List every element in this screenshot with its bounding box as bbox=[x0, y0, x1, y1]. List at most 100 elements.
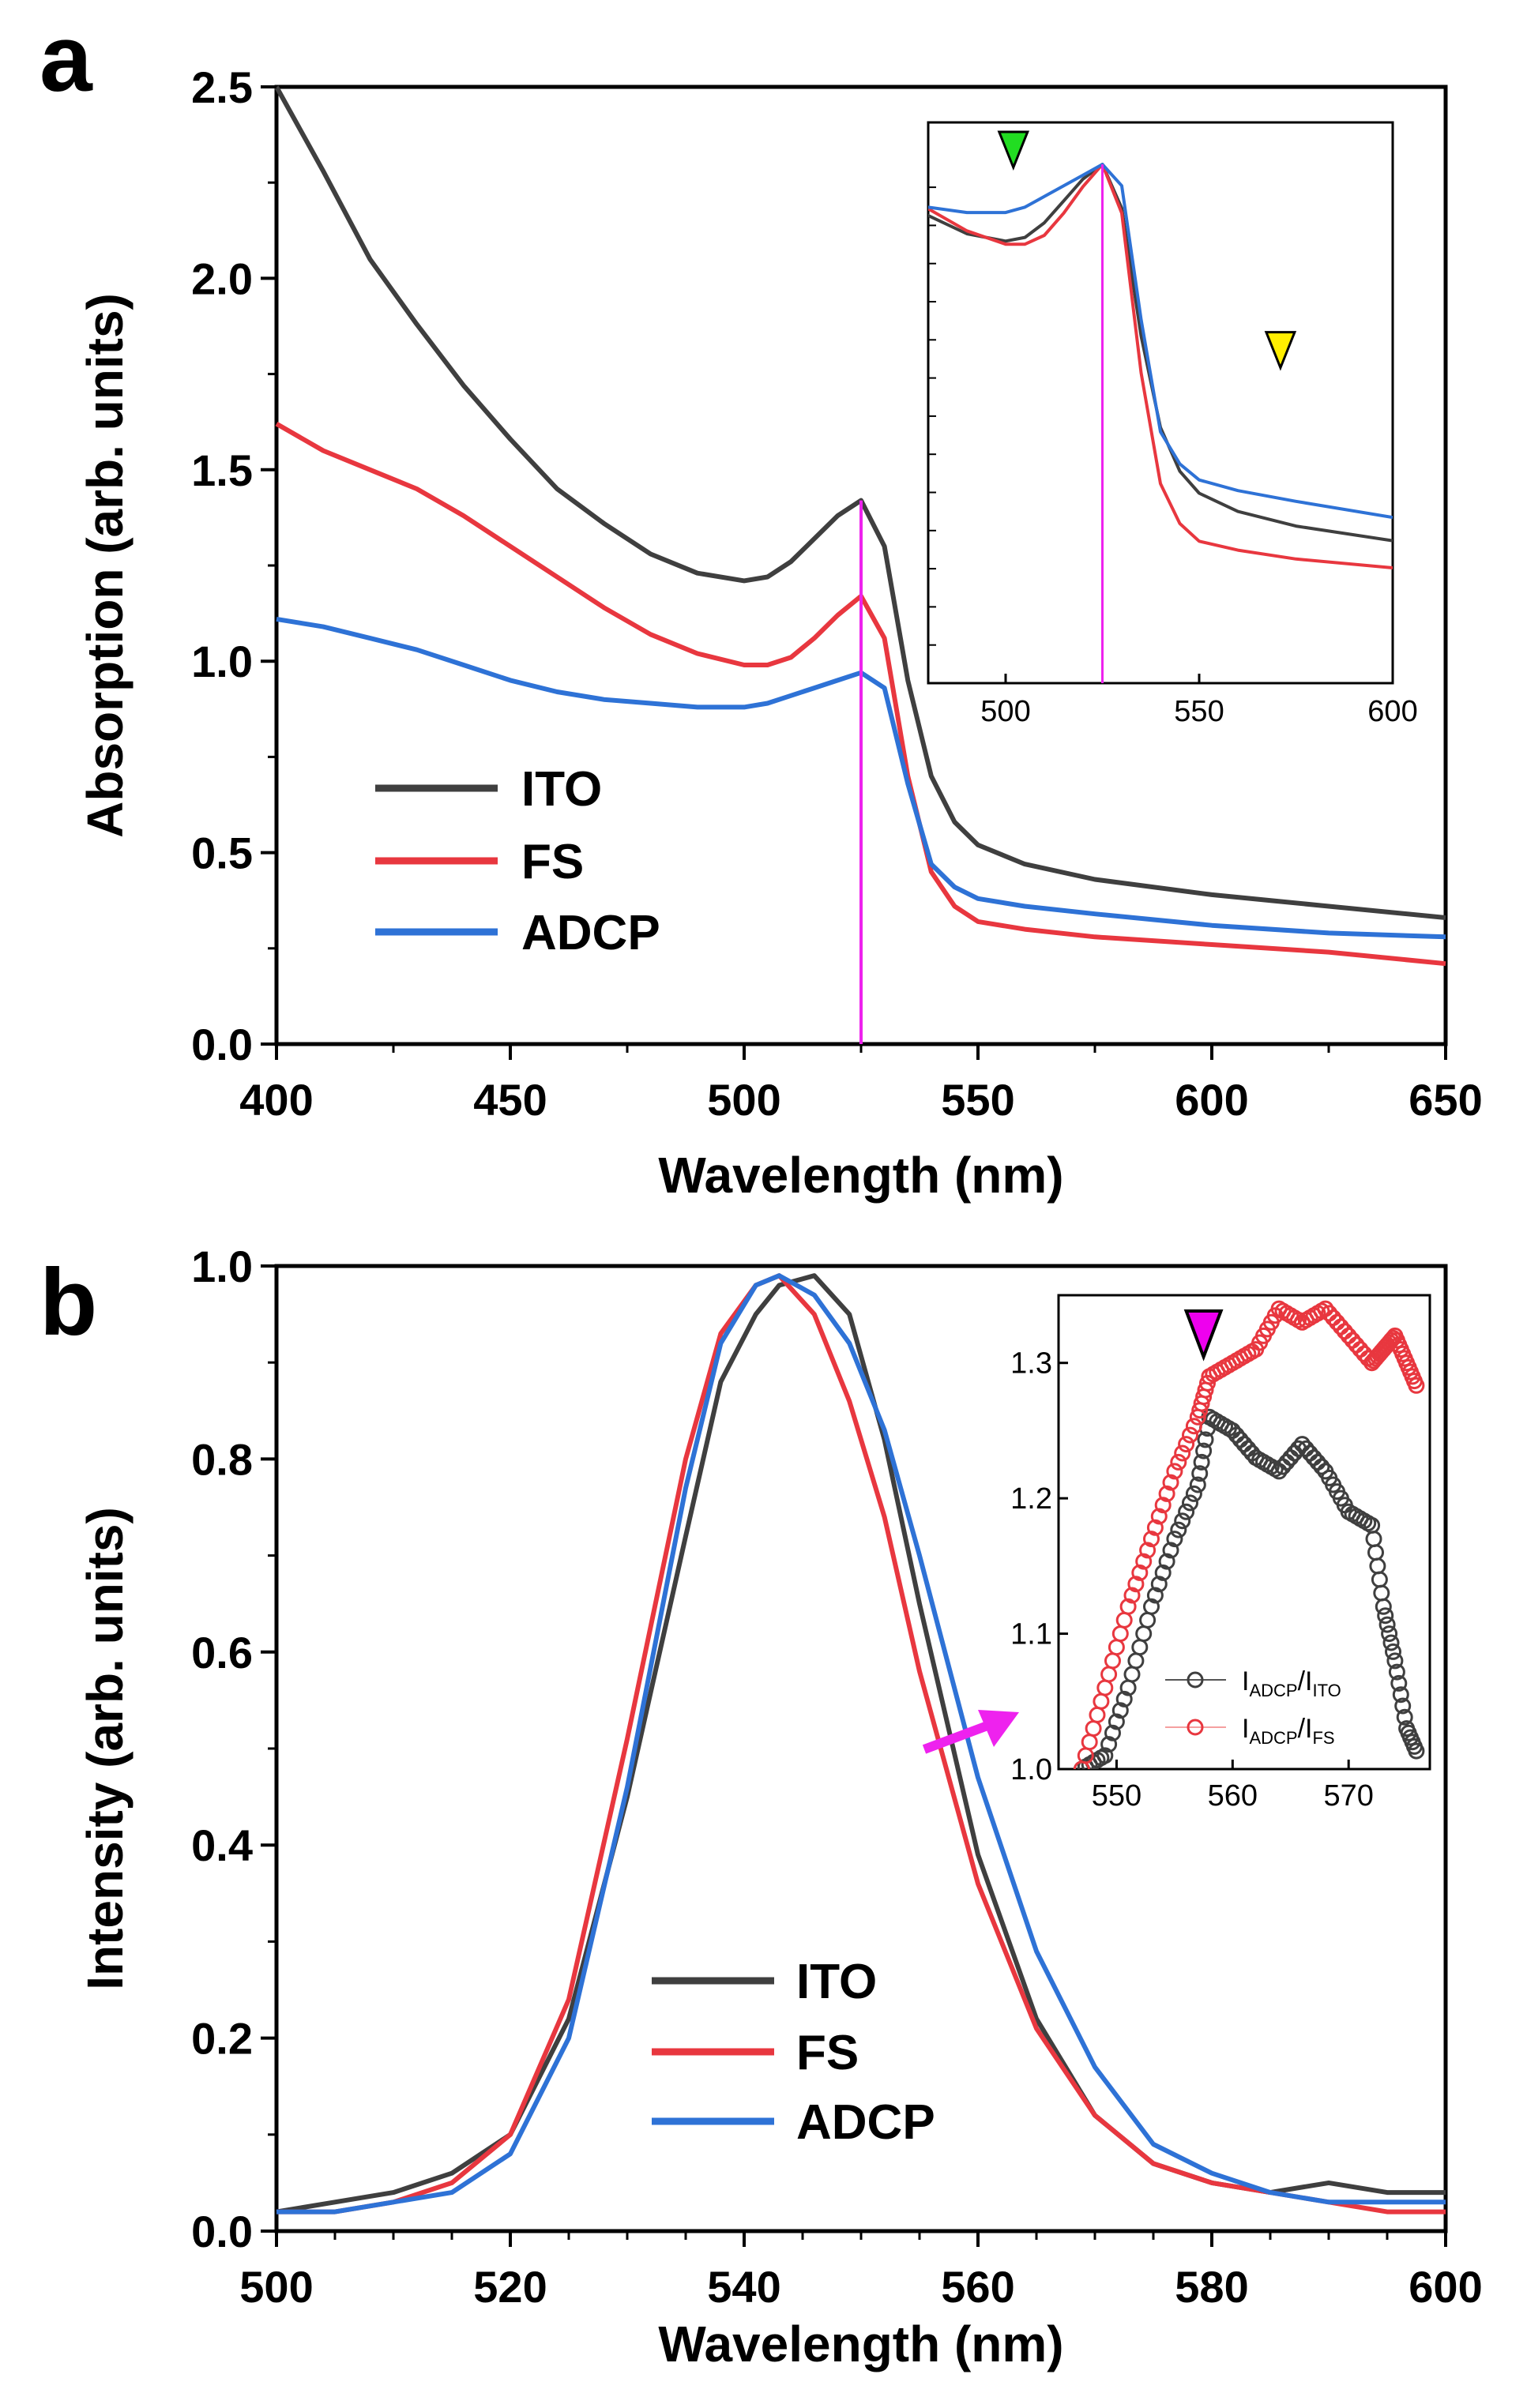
inset-data-point bbox=[1166, 1463, 1183, 1480]
inset-data-point bbox=[1131, 1564, 1149, 1581]
inset-data-point bbox=[1178, 1436, 1195, 1453]
x-tick-label: 580 bbox=[1175, 2262, 1248, 2312]
legend-label-fs: FS bbox=[796, 2026, 859, 2080]
panel-b-inset-plot bbox=[1073, 1300, 1425, 1769]
inset-data-point bbox=[1154, 1497, 1172, 1514]
panel-b-inset-y-ticks: 1.0 1.1 1.2 1.3 bbox=[1010, 1347, 1068, 1786]
x-tick-label: 450 bbox=[473, 1075, 547, 1125]
panel-b-inset: 550 560 570 1.0 1.1 1.2 1.3 IADCP/IITO IADCP/… bbox=[1010, 1294, 1431, 1813]
inset-data-point bbox=[1185, 1418, 1202, 1435]
y-tick-label: 2.0 bbox=[191, 254, 253, 303]
inset-x-tick-label: 500 bbox=[980, 695, 1030, 728]
panel-b-inset-x-ticks: 550 560 570 bbox=[1092, 1760, 1374, 1813]
y-tick-label: 1.5 bbox=[191, 445, 253, 495]
inset-data-point bbox=[1104, 1724, 1121, 1741]
legend-label-adcp: ADCP bbox=[796, 2095, 935, 2150]
inset-y-tick-label: 1.3 bbox=[1010, 1347, 1052, 1381]
inset-data-point bbox=[1195, 1442, 1213, 1459]
x-tick-label: 650 bbox=[1409, 1075, 1482, 1125]
inset-y-tick-label: 1.1 bbox=[1010, 1618, 1052, 1651]
inset-data-point bbox=[1394, 1697, 1412, 1715]
panel-b-letter: b bbox=[39, 1249, 97, 1355]
inset-data-point bbox=[1162, 1474, 1179, 1491]
y-tick-label: 0.8 bbox=[191, 1434, 253, 1484]
y-tick-label: 0.5 bbox=[191, 828, 253, 878]
panel-b-plot-area bbox=[276, 1273, 1446, 2215]
inset-data-point bbox=[1197, 1431, 1214, 1448]
x-tick-label: 560 bbox=[941, 2262, 1014, 2312]
inset-data-point bbox=[1381, 1625, 1398, 1643]
legend-label-fs: FS bbox=[521, 835, 584, 889]
inset-data-point bbox=[1191, 1465, 1209, 1482]
inset-data-point bbox=[1170, 1521, 1187, 1538]
panel-a-y-ticks: 0.0 0.5 1.0 1.5 2.0 2.5 bbox=[191, 62, 276, 1069]
panel-b-x-ticks: 500 520 540 560 580 600 bbox=[239, 2231, 1483, 2312]
y-tick-label: 0.2 bbox=[191, 2014, 253, 2064]
panel-a: a 400 450 500 550 600 650 0.00.51.01.52.02.5 … bbox=[39, 6, 1483, 1204]
inset-legend-label-fs: IADCP/IFS bbox=[1242, 1714, 1335, 1748]
series-line-fs bbox=[275, 421, 1446, 967]
inset-data-point bbox=[1382, 1634, 1400, 1651]
inset-data-point bbox=[1182, 1426, 1198, 1444]
y-tick-label: 0.0 bbox=[191, 2207, 253, 2256]
inset-data-point bbox=[1313, 1458, 1330, 1475]
panel-b-inset-marker bbox=[1183, 1309, 1224, 1362]
x-tick-label: 520 bbox=[473, 2262, 547, 2312]
x-tick-label: 540 bbox=[707, 2262, 780, 2312]
series-line-adcp bbox=[276, 616, 1446, 940]
legend-label-ito: ITO bbox=[796, 1955, 877, 2009]
inset-data-point bbox=[1096, 1747, 1114, 1764]
x-tick-label: 600 bbox=[1175, 1075, 1248, 1125]
y-tick-label: 2.5 bbox=[191, 62, 253, 112]
inset-marker-magenta-triangle bbox=[1183, 1309, 1224, 1362]
legend-label-adcp: ADCP bbox=[521, 906, 660, 960]
inset-data-point bbox=[1154, 1564, 1172, 1581]
inset-data-point bbox=[1162, 1542, 1179, 1559]
inset-data-point bbox=[1100, 1736, 1118, 1753]
x-tick-label: 500 bbox=[239, 2262, 313, 2312]
inset-data-point bbox=[1146, 1587, 1164, 1604]
inset-data-point bbox=[1166, 1531, 1183, 1548]
inset-pointer-arrow bbox=[922, 1710, 1019, 1754]
x-tick-label: 500 bbox=[707, 1075, 780, 1125]
panel-a-inset-frame bbox=[927, 121, 1394, 685]
inset-data-point bbox=[1392, 1686, 1409, 1704]
inset-data-point bbox=[1174, 1444, 1191, 1462]
inset-x-tick-label: 600 bbox=[1367, 695, 1417, 728]
inset-data-point bbox=[1170, 1453, 1187, 1471]
inset-data-point bbox=[1378, 1616, 1396, 1633]
inset-data-point bbox=[1135, 1553, 1153, 1570]
y-tick-label: 1.0 bbox=[191, 1242, 253, 1291]
panel-a-inset-markers bbox=[997, 130, 1297, 371]
inset-data-point bbox=[1143, 1531, 1160, 1548]
inset-data-point bbox=[1396, 1708, 1413, 1726]
inset-data-point bbox=[1377, 1607, 1394, 1625]
y-tick-label: 1.0 bbox=[191, 637, 253, 686]
series-line-adcp bbox=[276, 1273, 1446, 2215]
inset-data-point bbox=[1182, 1494, 1198, 1512]
panel-a-y-axis-title: Absorption (arb. units) bbox=[77, 293, 134, 838]
inset-data-point bbox=[1115, 1690, 1133, 1707]
panel-b-x-axis-title: Wavelength (nm) bbox=[658, 2316, 1063, 2372]
x-tick-label: 550 bbox=[941, 1075, 1014, 1125]
panel-a-inset: 500 550 600 bbox=[927, 121, 1418, 728]
inset-legend-label-ito: IADCP/IITO bbox=[1242, 1666, 1341, 1700]
panel-a-legend: ITO FS ADCP bbox=[375, 762, 660, 960]
panel-a-x-axis-title: Wavelength (nm) bbox=[658, 1147, 1063, 1204]
inset-data-point bbox=[1158, 1485, 1175, 1502]
inset-x-tick-label: 550 bbox=[1092, 1779, 1141, 1813]
inset-x-tick-label: 550 bbox=[1174, 695, 1224, 728]
inset-data-point bbox=[1388, 1663, 1405, 1681]
inset-data-point bbox=[1386, 1652, 1404, 1670]
y-tick-label: 0.4 bbox=[191, 1820, 253, 1870]
inset-data-point bbox=[1111, 1702, 1129, 1719]
inset-data-point bbox=[1127, 1576, 1145, 1593]
inset-data-point bbox=[1123, 1587, 1141, 1604]
inset-data-point bbox=[1119, 1598, 1137, 1615]
y-tick-label: 0.0 bbox=[191, 1020, 253, 1069]
inset-data-point bbox=[1146, 1519, 1164, 1536]
inset-legend-marker-fs bbox=[1187, 1719, 1204, 1736]
inset-series-line-adcp bbox=[928, 163, 1393, 520]
inset-data-point bbox=[1375, 1598, 1392, 1615]
inset-data-point bbox=[1143, 1598, 1160, 1615]
